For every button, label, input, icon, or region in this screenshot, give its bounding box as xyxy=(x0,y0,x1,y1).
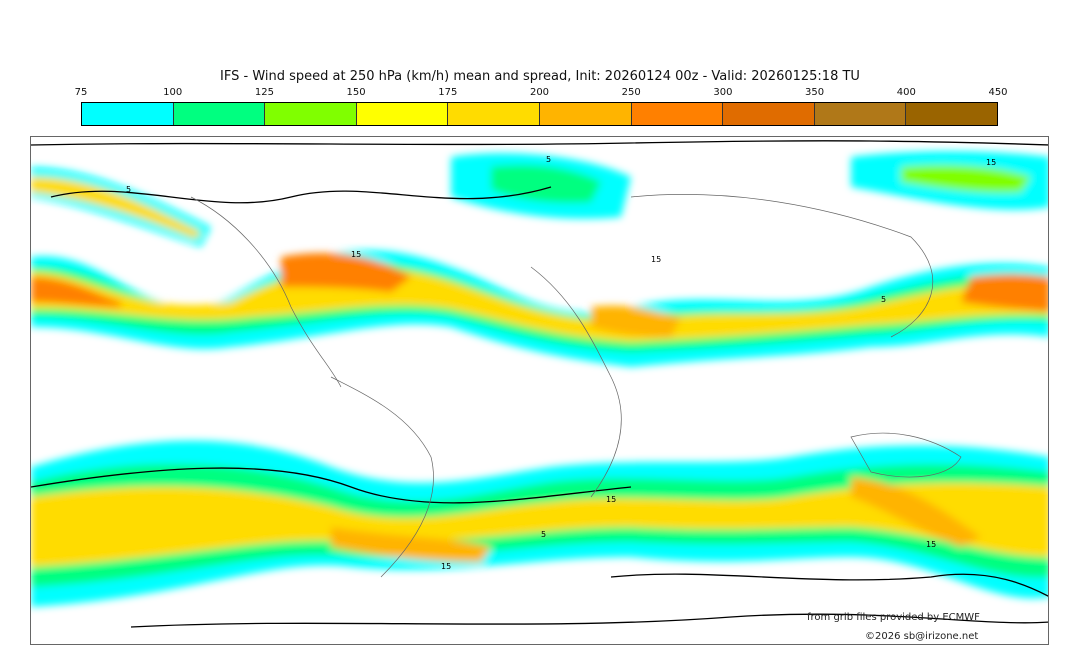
contour-label: 15 xyxy=(986,158,996,167)
contour-label: 15 xyxy=(351,250,361,259)
colorbar-segment xyxy=(265,103,357,125)
colorbar-tick-label: 75 xyxy=(74,87,88,98)
colorbar xyxy=(81,102,998,126)
chart-title: IFS - Wind speed at 250 hPa (km/h) mean … xyxy=(220,69,860,84)
wind-speed-map[interactable]: 5 15 5 15 15 5 15 5 15 15 xyxy=(30,136,1049,645)
colorbar-tick-label: 350 xyxy=(805,87,825,98)
colorbar-segment xyxy=(906,103,997,125)
contour-label: 5 xyxy=(546,155,551,164)
contour-label: 15 xyxy=(926,540,936,549)
contours xyxy=(31,140,1048,628)
colorbar-segment xyxy=(82,103,174,125)
colorbar-segment xyxy=(631,103,724,125)
colorbar-segment xyxy=(173,103,266,125)
colorbar-tick-label: 175 xyxy=(438,87,458,98)
colorbar-tick-label: 250 xyxy=(621,87,641,98)
colorbar-segment xyxy=(448,103,540,125)
colorbar-tick-label: 450 xyxy=(988,87,1008,98)
contour-label: 15 xyxy=(651,255,661,264)
contour-label: 15 xyxy=(441,562,451,571)
contour-label: 15 xyxy=(606,495,616,504)
contour-labels: 5 15 5 15 15 5 15 5 15 15 xyxy=(126,155,996,571)
colorbar-tick-label: 400 xyxy=(896,87,916,98)
colorbar-tick-label: 125 xyxy=(254,87,274,98)
coastlines xyxy=(190,194,962,578)
colorbar-segment xyxy=(723,103,815,125)
copyright: ©2026 sb@irizone.net xyxy=(865,631,979,642)
colorbar-segment xyxy=(814,103,907,125)
colorbar-tick-label: 200 xyxy=(529,87,550,98)
wind-bands xyxy=(31,151,1048,607)
contour-label: 5 xyxy=(541,530,546,539)
source-credit: from grib files provided by ECMWF xyxy=(807,612,980,623)
map-canvas: 5 15 5 15 15 5 15 5 15 15 xyxy=(31,140,1048,628)
colorbar-tick-label: 150 xyxy=(346,87,366,98)
colorbar-tick-label: 100 xyxy=(163,87,183,98)
colorbar-segment xyxy=(539,103,632,125)
colorbar-segment xyxy=(356,103,449,125)
contour-label: 5 xyxy=(126,185,131,194)
contour-label: 5 xyxy=(881,295,886,304)
colorbar-tick-label: 300 xyxy=(713,87,733,98)
